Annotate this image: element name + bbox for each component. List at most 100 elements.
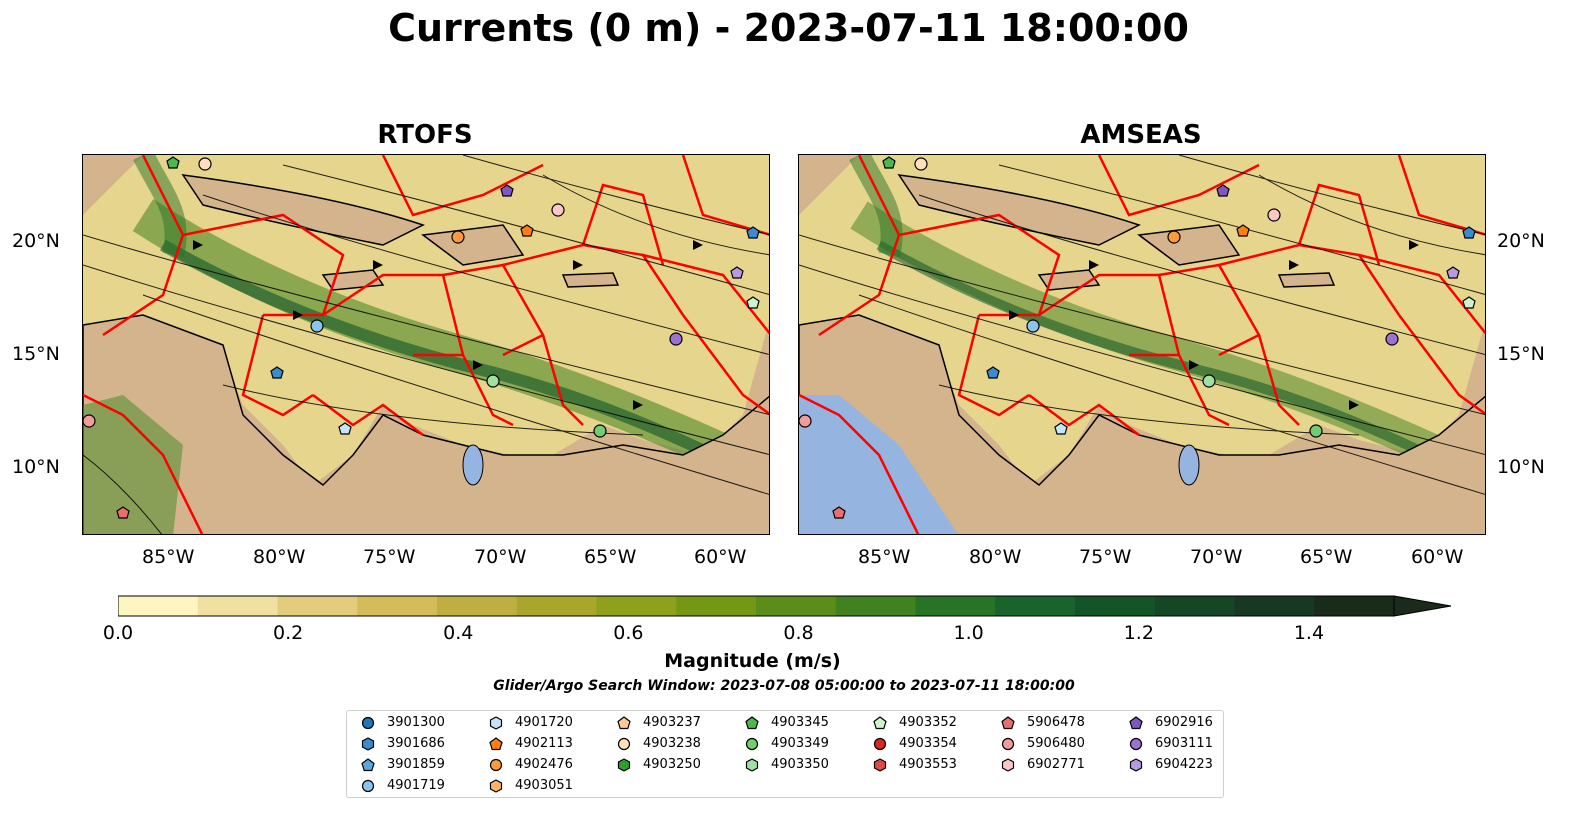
hexagon-marker-icon bbox=[361, 736, 375, 751]
float-markers bbox=[83, 156, 760, 519]
y-tick-label: 15°N bbox=[12, 343, 60, 365]
colorbar bbox=[118, 595, 1452, 617]
legend-item: 4902476 bbox=[489, 757, 573, 772]
hexagon-marker-icon bbox=[617, 757, 631, 772]
colorbar-tick-label: 1.0 bbox=[953, 622, 984, 644]
x-tick-label: 80°W bbox=[969, 546, 1022, 568]
x-tick-label: 60°W bbox=[694, 546, 747, 568]
legend-item: 4903352 bbox=[873, 715, 957, 730]
float-legend: 3901300 3901686 3901859 4901719 4901720 49021… bbox=[346, 710, 1224, 798]
streamlines bbox=[799, 155, 1485, 495]
y-tick-label: 10°N bbox=[12, 456, 60, 478]
legend-item-label: 4902113 bbox=[515, 736, 573, 751]
pentagon-marker-icon bbox=[361, 757, 375, 771]
cuba bbox=[897, 174, 1141, 246]
legend-item: 4901720 bbox=[489, 715, 573, 730]
x-tick-label: 70°W bbox=[1190, 546, 1243, 568]
y-tick-label: 20°N bbox=[12, 230, 60, 252]
legend-item: 4903350 bbox=[745, 757, 829, 772]
colorbar-cell bbox=[1234, 596, 1315, 616]
circle-marker-icon bbox=[617, 737, 631, 750]
eez-boundaries bbox=[799, 155, 1485, 534]
core-current bbox=[160, 239, 769, 491]
circle-marker-icon bbox=[1001, 737, 1015, 750]
colorbar-cell bbox=[1314, 596, 1395, 616]
x-tick-label: 85°W bbox=[858, 546, 911, 568]
legend-item: 6902916 bbox=[1129, 715, 1213, 730]
x-tick-label: 75°W bbox=[1079, 546, 1132, 568]
pentagon-marker-icon bbox=[745, 715, 759, 729]
colorbar-tick-label: 1.4 bbox=[1293, 622, 1325, 644]
legend-item: 4903553 bbox=[873, 757, 957, 772]
x-tick-label: 70°W bbox=[474, 546, 527, 568]
colorbar-cell bbox=[835, 596, 917, 616]
legend-item: 3901686 bbox=[361, 736, 445, 751]
legend-item-label: 3901686 bbox=[387, 736, 445, 751]
colorbar-cell bbox=[596, 596, 677, 616]
legend-item: 4902113 bbox=[489, 736, 573, 751]
colorbar-cell bbox=[1154, 596, 1236, 616]
pentagon-marker-icon bbox=[873, 715, 887, 729]
legend-item-label: 4903352 bbox=[899, 715, 957, 730]
map-panel-rtofs bbox=[82, 154, 770, 535]
legend-item: 5906480 bbox=[1001, 736, 1085, 751]
legend-item-label: 6902916 bbox=[1155, 715, 1213, 730]
map-rtofs bbox=[83, 155, 769, 534]
x-tick-label: 75°W bbox=[363, 546, 416, 568]
hispaniola bbox=[421, 224, 525, 266]
colorbar-cell bbox=[516, 596, 598, 616]
x-tick-label: 85°W bbox=[142, 546, 195, 568]
legend-item: 4903354 bbox=[873, 736, 957, 751]
streamlines bbox=[83, 155, 769, 534]
lake-maracaibo bbox=[1178, 444, 1200, 486]
legend-item: 4903051 bbox=[489, 778, 573, 793]
legend-item: 5906478 bbox=[1001, 715, 1085, 730]
y-tick-label: 20°N bbox=[1497, 230, 1545, 252]
legend-item-label: 6902771 bbox=[1027, 757, 1085, 772]
legend-item-label: 4903349 bbox=[771, 736, 829, 751]
colorbar-tick-label: 0.6 bbox=[613, 622, 644, 644]
x-tick-label: 65°W bbox=[584, 546, 637, 568]
legend-item-label: 4903237 bbox=[643, 715, 701, 730]
core-current bbox=[876, 240, 1485, 490]
cuba bbox=[181, 174, 425, 246]
legend-item: 4903237 bbox=[617, 715, 701, 730]
x-tick-label: 60°W bbox=[1411, 546, 1464, 568]
colorbar-tick-label: 0.4 bbox=[443, 622, 474, 644]
x-tick-label: 80°W bbox=[253, 546, 306, 568]
legend-item-label: 5906478 bbox=[1027, 715, 1085, 730]
legend-item-label: 3901300 bbox=[387, 715, 445, 730]
legend-item-label: 6903111 bbox=[1155, 736, 1213, 751]
legend-item: 4903345 bbox=[745, 715, 829, 730]
stream-arrows bbox=[1009, 240, 1419, 410]
colorbar-cell bbox=[118, 596, 199, 616]
legend-item: 6903111 bbox=[1129, 736, 1213, 751]
colorbar-cell bbox=[277, 596, 358, 616]
circle-marker-icon bbox=[361, 716, 375, 729]
legend-item-label: 4903238 bbox=[643, 736, 701, 751]
y-tick-label: 10°N bbox=[1497, 456, 1545, 478]
circle-marker-icon bbox=[361, 779, 375, 792]
colorbar-tick-label: 0.2 bbox=[273, 622, 304, 644]
eez-boundaries bbox=[83, 155, 769, 534]
stream-arrows bbox=[193, 240, 703, 410]
legend-item-label: 4903350 bbox=[771, 757, 829, 772]
colorbar-cell bbox=[995, 596, 1076, 616]
colorbar-cell bbox=[437, 596, 518, 616]
south-america-central-america bbox=[83, 314, 769, 534]
legend-item-label: 4903051 bbox=[515, 778, 573, 793]
panel-title-amseas: AMSEAS bbox=[1080, 120, 1202, 150]
colorbar-extend-arrow bbox=[1393, 595, 1452, 617]
hexagon-marker-icon bbox=[1001, 757, 1015, 772]
map-amseas bbox=[799, 155, 1485, 534]
legend-item: 3901300 bbox=[361, 715, 445, 730]
panel-title-rtofs: RTOFS bbox=[377, 120, 473, 150]
legend-item-label: 6904223 bbox=[1155, 757, 1213, 772]
hexagon-marker-icon bbox=[1129, 757, 1143, 772]
y-tick-label: 15°N bbox=[1497, 343, 1545, 365]
colorbar-cell bbox=[676, 596, 757, 616]
colorbar-label: Magnitude (m/s) bbox=[664, 650, 841, 672]
legend-item-label: 4903250 bbox=[643, 757, 701, 772]
legend-item: 4903238 bbox=[617, 736, 701, 751]
pentagon-marker-icon bbox=[489, 736, 503, 750]
